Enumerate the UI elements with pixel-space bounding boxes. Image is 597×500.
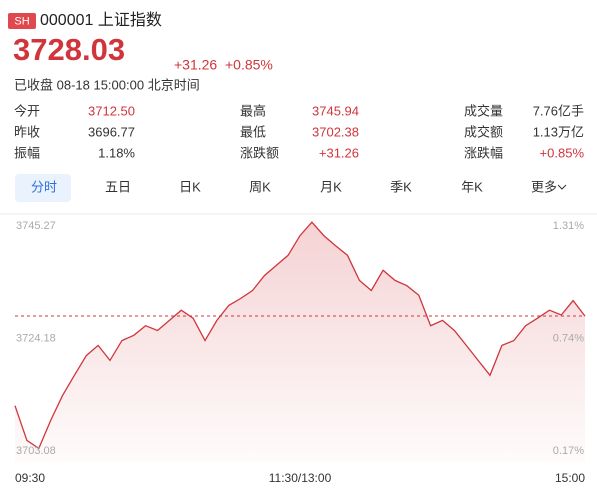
stat-value: 7.76亿手 xyxy=(533,103,584,118)
x-tick-label: 09:30 xyxy=(15,471,45,485)
stat-value: +31.26 xyxy=(319,145,359,160)
stat-value: 1.18% xyxy=(98,145,135,160)
y-tick-label: 3724.18 xyxy=(16,332,56,344)
tab[interactable]: 月K xyxy=(320,179,342,194)
tab[interactable]: 五日 xyxy=(105,179,131,194)
tab-active-bg xyxy=(15,174,71,202)
price-line xyxy=(14,221,586,450)
tab[interactable]: 日K xyxy=(179,179,201,194)
change-pct: +0.85% xyxy=(225,57,273,73)
y2-tick-label: 0.17% xyxy=(553,445,584,457)
tab[interactable]: 分时 xyxy=(31,179,57,194)
change: +31.26 xyxy=(174,57,217,73)
badge-bg xyxy=(8,13,36,29)
stat-value: 3745.94 xyxy=(312,103,359,118)
tab[interactable]: 周K xyxy=(249,179,271,194)
stat-label: 涨跌幅 xyxy=(464,145,503,160)
stat-label: 今开 xyxy=(14,103,40,118)
more-caret xyxy=(557,184,567,190)
area xyxy=(15,222,585,462)
y2-tick-label: 0.74% xyxy=(553,332,584,344)
status: 已收盘 08-18 15:00:00 北京时间 xyxy=(14,77,200,92)
badge: SH xyxy=(14,15,29,27)
stock-name: 000001 上证指数 xyxy=(40,11,162,29)
stat-value: +0.85% xyxy=(540,145,585,160)
x-tick-label: 15:00 xyxy=(555,471,585,485)
stat-label: 涨跌额 xyxy=(240,145,279,160)
tab[interactable]: 年K xyxy=(461,179,483,194)
y-tick-label: 3703.08 xyxy=(16,445,56,457)
stat-value: 1.13万亿 xyxy=(533,124,584,139)
tab[interactable]: 更多 xyxy=(531,179,557,194)
stat-label: 振幅 xyxy=(14,145,40,160)
stat-label: 最低 xyxy=(240,124,266,139)
stat-label: 昨收 xyxy=(14,124,40,139)
y-tick-label: 3745.27 xyxy=(16,220,56,232)
y2-tick-label: 1.31% xyxy=(553,220,584,232)
stat-value: 3702.38 xyxy=(312,124,359,139)
x-tick-label: 11:30/13:00 xyxy=(269,471,332,485)
price: 3728.03 xyxy=(13,32,125,67)
stat-label: 最高 xyxy=(240,103,266,118)
stat-value: 3696.77 xyxy=(88,124,135,139)
tab[interactable]: 季K xyxy=(390,179,412,194)
stat-label: 成交额 xyxy=(464,124,503,139)
stat-value: 3712.50 xyxy=(88,103,135,118)
stat-label: 成交量 xyxy=(464,103,503,118)
